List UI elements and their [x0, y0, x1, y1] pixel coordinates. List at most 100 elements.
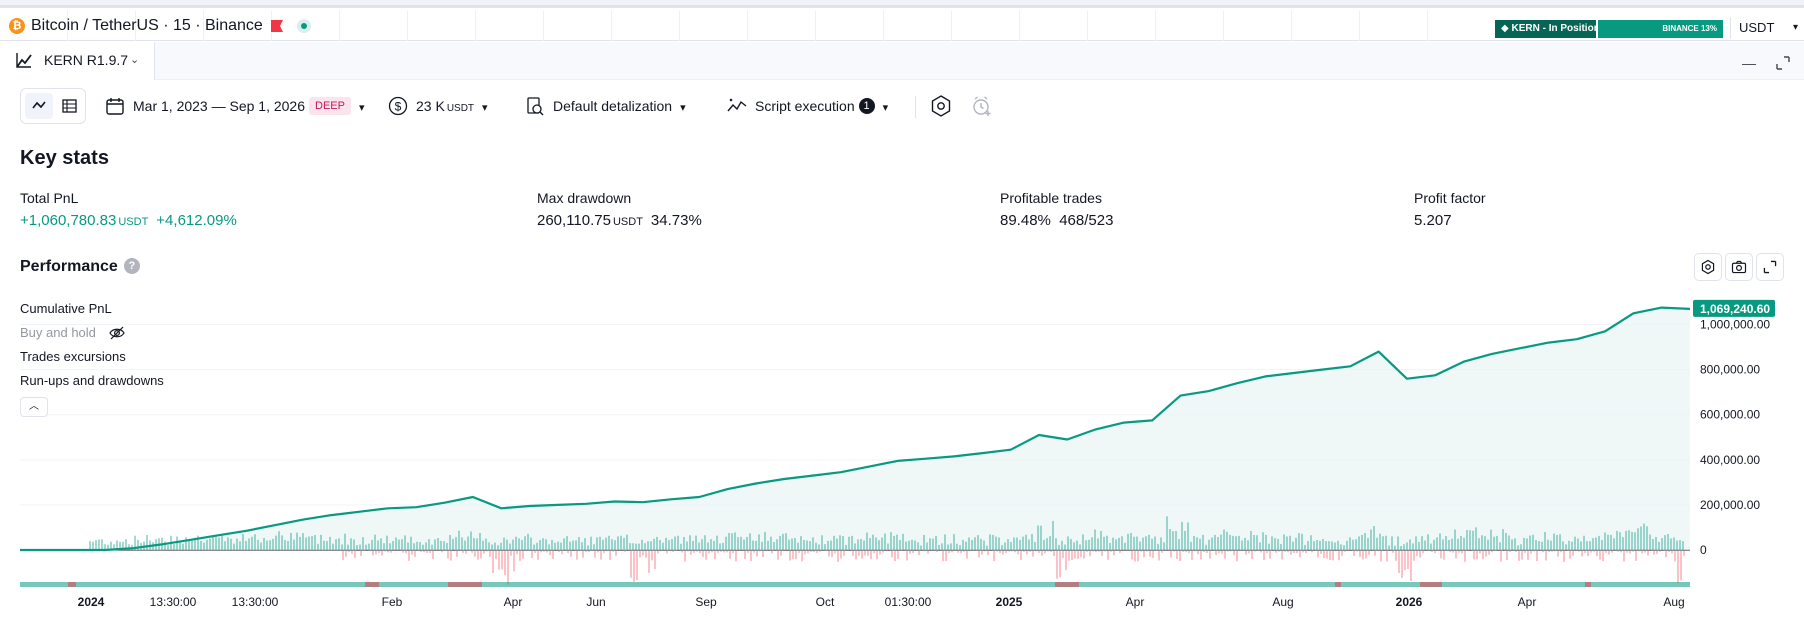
x-tick-label: 2024: [78, 595, 105, 609]
strategy-chart-icon: [16, 53, 32, 68]
trade-strip-loss: [1335, 582, 1341, 587]
stat-profitable-trades: Profitable trades 89.48% 468/523: [1000, 190, 1113, 229]
performance-label: Performance: [20, 258, 118, 275]
stat-max-drawdown: Max drawdown 260,110.75 USDT 34.73%: [537, 190, 702, 229]
top-strip: [0, 0, 1804, 8]
market-status-icon[interactable]: [297, 19, 311, 33]
legend-buy-and-hold[interactable]: Buy and hold: [20, 325, 96, 340]
y-tick-label: 200,000.00: [1700, 498, 1760, 512]
magnifier-clock-icon: [527, 97, 544, 116]
trade-strip-loss: [1055, 582, 1079, 587]
total-pnl-unit: USDT: [118, 216, 149, 228]
collapse-legend-button[interactable]: ︿: [20, 397, 48, 417]
max-drawdown-value: 260,110.75: [537, 212, 611, 229]
date-range-label: Mar 1, 2023 — Sep 1, 2026: [133, 98, 305, 114]
dollar-icon: $: [388, 97, 408, 116]
max-drawdown-unit: USDT: [612, 216, 643, 228]
script-execution-select[interactable]: Script execution 1 ▾: [727, 92, 888, 120]
stat-label: Profit factor: [1414, 190, 1486, 206]
x-tick-label: Jun: [586, 595, 605, 609]
performance-chart[interactable]: 0 200,000.00 400,000.00 600,000.00 800,000.0…: [0, 290, 1804, 620]
detalization-select[interactable]: Default detalization ▾: [525, 92, 686, 120]
x-tick-label: Feb: [382, 595, 403, 609]
date-range-select[interactable]: Mar 1, 2023 — Sep 1, 2026 DEEP ▾: [105, 92, 365, 120]
profitable-ratio: 468/523: [1059, 212, 1114, 229]
y-tick-label: 800,000.00: [1700, 363, 1760, 377]
x-tick-label: 13:30:00: [232, 595, 279, 609]
chart-settings-icon[interactable]: [1694, 253, 1722, 281]
stat-label: Max drawdown: [537, 190, 632, 206]
minimize-icon[interactable]: —: [1742, 55, 1756, 71]
y-tick-label: 600,000.00: [1700, 408, 1760, 422]
strategy-position-bar: BINANCE 13%: [1598, 20, 1723, 38]
capital-select[interactable]: $ 23 K USDT ▾: [388, 92, 488, 120]
tab-strategy[interactable]: KERN R1.9.7 ⌄: [0, 42, 155, 80]
currency-label: USDT: [1739, 20, 1775, 35]
max-drawdown-percent: 34.73%: [650, 212, 702, 229]
trade-strip-loss: [365, 582, 379, 587]
flag-icon[interactable]: [271, 20, 283, 32]
script-count-badge: 1: [858, 98, 875, 115]
y-tick-label: 400,000.00: [1700, 453, 1760, 467]
chevron-down-icon: ▾: [1792, 22, 1798, 33]
last-value-label: 1,069,240.60: [1700, 302, 1770, 316]
report-toolbar: Mar 1, 2023 — Sep 1, 2026 DEEP ▾ $ 23 K USD…: [0, 84, 1804, 128]
stat-value: 5.207: [1414, 212, 1452, 229]
deep-badge: DEEP: [309, 97, 351, 116]
chevron-up-icon: ︿: [29, 401, 39, 412]
x-tick-label: Aug: [1272, 595, 1293, 609]
trade-strip-loss: [1420, 582, 1442, 587]
help-icon[interactable]: ?: [123, 257, 140, 274]
chart-area: [20, 307, 1690, 550]
stat-value: +1,060,780.83 USDT +4,612.09%: [20, 212, 237, 229]
legend-cumulative-pnl[interactable]: Cumulative PnL: [20, 301, 112, 316]
x-axis: 2024 13:30:00 13:30:00 Feb Apr Jun Sep Oct 01:30…: [78, 595, 1685, 609]
chevron-down-icon: ▾: [882, 102, 889, 114]
trade-strip-loss: [1585, 582, 1591, 587]
strategy-position-badge[interactable]: ◆ KERN - In Position: [1495, 20, 1600, 38]
legend-runups-drawdowns[interactable]: Run-ups and drawdowns: [20, 373, 164, 388]
fullscreen-icon[interactable]: [1756, 253, 1784, 281]
svg-text:$: $: [395, 100, 402, 114]
total-pnl-value: +1,060,780.83: [20, 212, 117, 229]
symbol-title[interactable]: Bitcoin / TetherUS · 15 · Binance: [31, 17, 263, 34]
cumulative-pnl-line: [20, 306, 1691, 552]
trade-strip-loss: [68, 582, 76, 587]
bitcoin-icon: ₿: [9, 18, 25, 34]
x-tick-label: Apr: [504, 595, 523, 609]
profitable-percent: 89.48%: [1000, 212, 1051, 229]
pnl-line: [20, 306, 1691, 552]
currency-select[interactable]: USDT ▾: [1730, 17, 1802, 39]
y-tick-label: 0: [1700, 543, 1707, 557]
trade-strip: [20, 582, 1690, 587]
stat-value: 260,110.75 USDT 34.73%: [537, 212, 702, 229]
add-alert-icon[interactable]: [968, 92, 996, 120]
key-stats-title: Key stats: [20, 147, 109, 169]
tab-label: KERN R1.9.7: [44, 52, 129, 68]
chart-view-button[interactable]: [25, 93, 53, 119]
y-axis: 0 200,000.00 400,000.00 600,000.00 800,000.0…: [1693, 299, 1775, 557]
capital-value: 23 K: [416, 98, 445, 114]
trade-strip-loss: [448, 582, 482, 587]
last-value-badge: [1693, 299, 1775, 317]
eye-off-icon[interactable]: [108, 324, 126, 342]
legend-trades-excursions[interactable]: Trades excursions: [20, 349, 126, 364]
total-pnl-percent: +4,612.09%: [156, 212, 237, 229]
table-view-button[interactable]: [55, 93, 83, 119]
settings-hexagon-icon[interactable]: [927, 92, 955, 120]
script-execution-label: Script execution: [755, 98, 855, 114]
x-tick-label: Aug: [1663, 595, 1684, 609]
x-tick-label: Oct: [816, 595, 835, 609]
x-tick-label: Sep: [695, 595, 717, 609]
chevron-down-icon: ▾: [358, 102, 365, 114]
stat-profit-factor: Profit factor 5.207: [1414, 190, 1486, 229]
x-tick-label: 2026: [1396, 595, 1423, 609]
maximize-icon[interactable]: [1774, 54, 1792, 72]
chevron-down-icon[interactable]: ⌄: [130, 54, 140, 66]
camera-icon[interactable]: [1725, 253, 1753, 281]
strategy-panel-tabs: KERN R1.9.7 ⌄ —: [0, 42, 1804, 80]
view-toggle: [20, 88, 86, 124]
calendar-icon: [106, 98, 124, 115]
script-execution-icon: [727, 98, 747, 112]
chevron-down-icon: ▾: [482, 102, 488, 114]
